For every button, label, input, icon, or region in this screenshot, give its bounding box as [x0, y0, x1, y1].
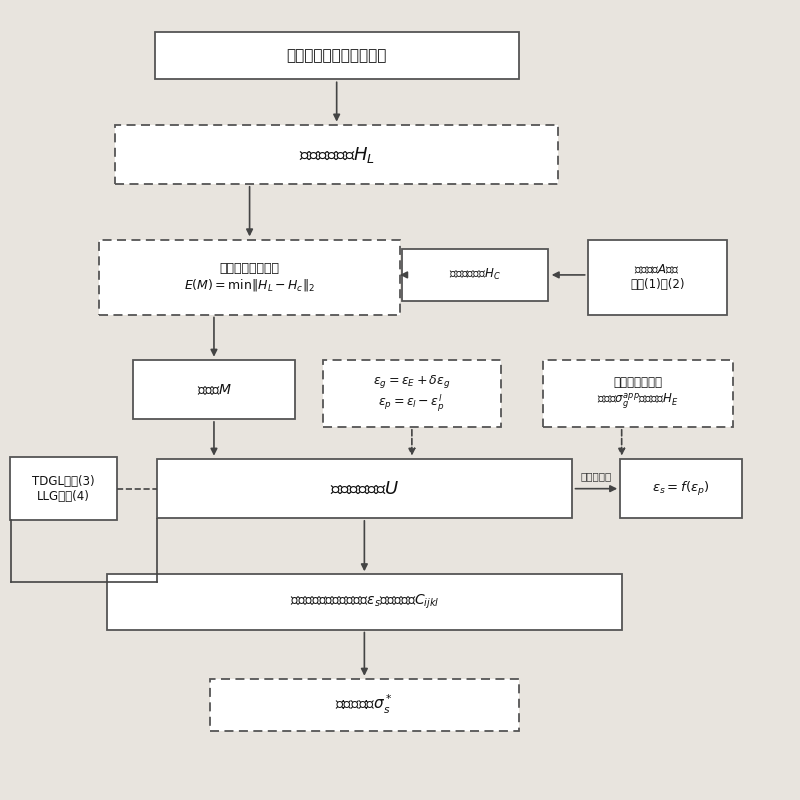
Text: 漏磁场计算值$H_C$: 漏磁场计算值$H_C$ [449, 267, 502, 282]
Text: 特征应力场$\sigma_s^*$: 特征应力场$\sigma_s^*$ [335, 693, 394, 716]
FancyBboxPatch shape [115, 125, 558, 184]
Text: 能量极小化: 能量极小化 [581, 470, 612, 481]
FancyBboxPatch shape [157, 459, 572, 518]
Text: 漏磁场测量值$H_L$: 漏磁场测量值$H_L$ [298, 145, 374, 165]
FancyBboxPatch shape [99, 240, 400, 315]
Text: 宏观材料参数、
外应力$\sigma_g^{app}$、地磁场$H_E$: 宏观材料参数、 外应力$\sigma_g^{app}$、地磁场$H_E$ [597, 376, 678, 411]
Text: 矢量磁位$A$方程
方程(1)和(2): 矢量磁位$A$方程 方程(1)和(2) [630, 263, 685, 291]
FancyBboxPatch shape [588, 240, 726, 315]
FancyBboxPatch shape [323, 360, 501, 427]
FancyBboxPatch shape [107, 574, 622, 630]
Text: 金属磁记忆检测欲量构件: 金属磁记忆检测欲量构件 [286, 48, 387, 63]
Text: 应力集中区的特征应变量$\varepsilon_s$和弹性模量$C_{ijkl}$: 应力集中区的特征应变量$\varepsilon_s$和弹性模量$C_{ijkl}… [290, 593, 439, 611]
FancyBboxPatch shape [402, 249, 549, 301]
FancyBboxPatch shape [620, 459, 742, 518]
FancyBboxPatch shape [133, 360, 295, 419]
FancyBboxPatch shape [10, 457, 117, 520]
Text: 磁性源$M$: 磁性源$M$ [197, 382, 231, 397]
FancyBboxPatch shape [542, 360, 733, 427]
FancyBboxPatch shape [210, 679, 518, 730]
Text: 目标函数优化处理
$E(M)=\min\|H_L-H_c\|_2$: 目标函数优化处理 $E(M)=\min\|H_L-H_c\|_2$ [184, 262, 315, 293]
Text: TDGL方程(3)
LLG方程(4): TDGL方程(3) LLG方程(4) [32, 474, 95, 502]
Text: 系统总自由能$U$: 系统总自由能$U$ [330, 480, 399, 498]
Text: $\varepsilon_s=f(\varepsilon_p)$: $\varepsilon_s=f(\varepsilon_p)$ [652, 480, 710, 498]
FancyBboxPatch shape [154, 32, 518, 79]
Text: $\varepsilon_g=\varepsilon_E+\delta\varepsilon_g$
$\varepsilon_p=\varepsilon_l-\: $\varepsilon_g=\varepsilon_E+\delta\vare… [373, 373, 450, 414]
